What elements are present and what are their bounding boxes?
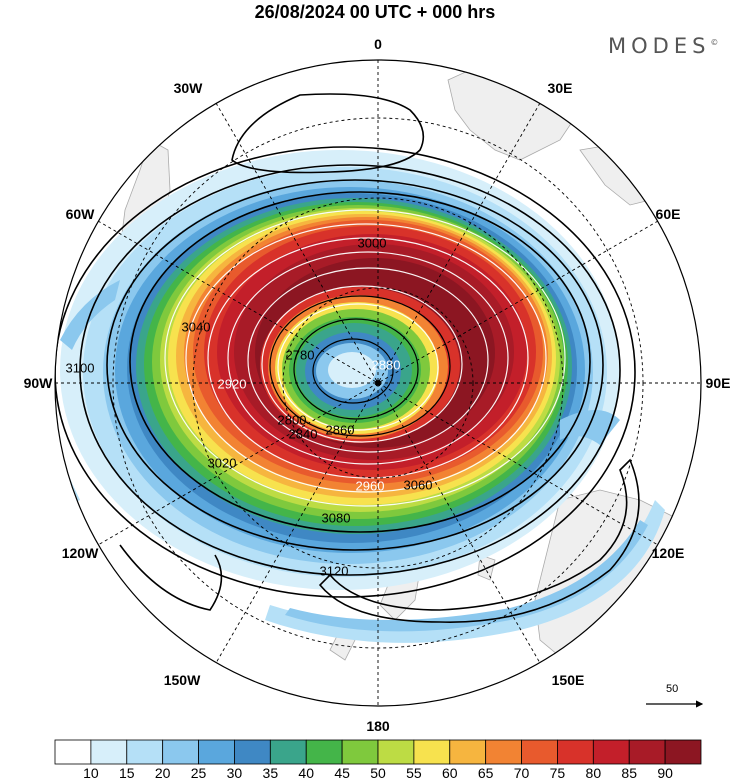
contour-label: 2920 [217, 376, 247, 392]
colorbar-label: 10 [83, 765, 99, 781]
colorbar-swatch [449, 739, 487, 765]
colorbar-label: 70 [513, 765, 530, 781]
core-contours [269, 295, 451, 437]
colorbar-label: 85 [621, 765, 638, 781]
longitude-label: 90W [23, 375, 53, 391]
contour-label: 2880 [371, 357, 401, 373]
longitude-label: 60W [65, 206, 95, 222]
colorbar-label: 90 [657, 765, 673, 781]
colorbar-label: 55 [406, 765, 422, 781]
contour-label: 2840 [288, 426, 318, 442]
longitude-label: 30E [547, 80, 573, 96]
colorbar-swatch [664, 739, 702, 765]
colorbar-swatch [269, 739, 307, 765]
colorbar-label: 80 [585, 765, 602, 781]
colorbar-label: 45 [334, 765, 350, 781]
wind-speed-shading [55, 150, 665, 643]
longitude-label: 120W [61, 545, 99, 561]
colorbar-label: 35 [262, 765, 279, 781]
map-boundary [54, 59, 702, 707]
longitude-label: 30W [173, 80, 203, 96]
contour-label: 3080 [321, 510, 351, 526]
longitude-label: 0 [374, 36, 382, 52]
longitude-label: 180 [366, 718, 390, 734]
colorbar [54, 739, 702, 765]
colorbar-label: 25 [190, 765, 207, 781]
contour-label: 3060 [403, 477, 433, 493]
contour-label: 2800 [277, 412, 307, 428]
longitude-label: 60E [655, 206, 681, 222]
colorbar-label: 60 [441, 765, 458, 781]
colorbar-swatch [90, 739, 128, 765]
colorbar-swatch [557, 739, 594, 765]
south-pole-marker [375, 380, 381, 386]
contour-label: 2780 [285, 347, 315, 363]
colorbar-swatch [198, 739, 235, 765]
colorbar-swatch [234, 739, 271, 765]
contour-label: 3020 [207, 455, 237, 471]
inner-contours [164, 209, 566, 507]
colorbar-swatch [126, 739, 164, 765]
modes-logo: MODES© [608, 34, 719, 58]
colorbar-label: 75 [549, 765, 566, 781]
colorbar-label: 30 [226, 765, 243, 781]
contour-label: 2960 [355, 478, 385, 494]
colorbar-swatch [413, 739, 451, 765]
colorbar-label: 40 [298, 765, 315, 781]
colorbar-label: 15 [118, 765, 135, 781]
colorbar-swatch [305, 739, 343, 765]
contour-label: 3040 [181, 319, 211, 335]
contour-label: 3100 [65, 360, 95, 376]
colorbar-swatch [521, 739, 558, 765]
longitude-label: 120E [651, 545, 685, 561]
graticule [55, 60, 701, 706]
colorbar-swatch [485, 739, 522, 765]
contour-label: 2860 [325, 422, 355, 438]
colorbar-swatch [162, 739, 199, 765]
colorbar-swatch [341, 739, 379, 765]
reference-vector-label: 50 [666, 683, 679, 695]
longitude-label: 150W [163, 672, 201, 688]
colorbar-label: 50 [370, 765, 386, 781]
colorbar-swatch [377, 739, 415, 765]
colorbar-swatch [592, 739, 630, 765]
colorbar-swatch [54, 739, 92, 765]
colorbar-label: 65 [477, 765, 494, 781]
longitude-label: 90E [705, 375, 731, 391]
longitude-label: 150E [551, 672, 585, 688]
height-contours [55, 93, 640, 623]
colorbar-label: 20 [154, 765, 171, 781]
contour-label: 3000 [357, 235, 387, 251]
colorbar-swatch [628, 739, 666, 765]
contour-label: 3120 [319, 563, 349, 579]
map-title: 26/08/2024 00 UTC + 000 hrs [254, 2, 496, 22]
